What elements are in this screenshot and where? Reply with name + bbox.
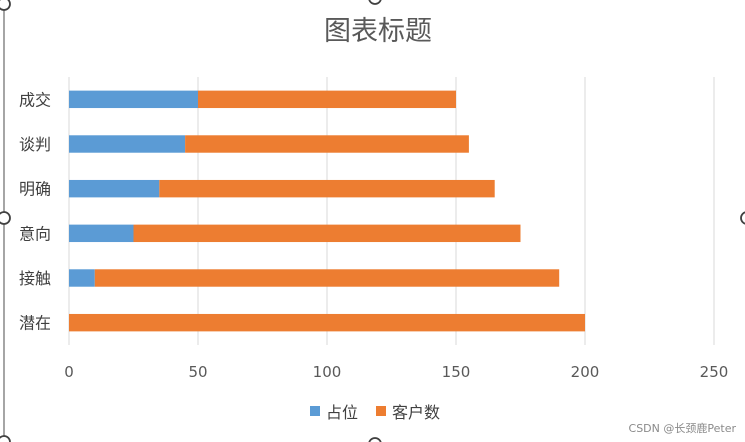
gridlines [68, 77, 715, 345]
x-tick-label: 50 [188, 363, 207, 381]
category-label: 意向 [19, 224, 51, 243]
resize-handle-top[interactable] [368, 0, 382, 5]
bar-series-1 [69, 269, 95, 287]
x-tick-label: 0 [64, 363, 74, 381]
category-label: 成交 [19, 90, 51, 109]
legend-swatch-series-1 [310, 406, 320, 416]
bar-series-1 [69, 90, 198, 109]
resize-handle-bottom-left[interactable] [0, 435, 11, 442]
x-tick-label: 200 [571, 363, 600, 381]
resize-handle-right[interactable] [740, 211, 745, 225]
bar-series-1 [69, 135, 186, 153]
legend-label-series-1: 占位 [326, 403, 358, 422]
x-tick-label: 150 [442, 363, 471, 381]
legend-swatch-series-2 [376, 406, 386, 416]
chart-title: 图表标题 [324, 16, 432, 47]
bar-series-2 [185, 135, 469, 153]
category-label: 潜在 [19, 314, 51, 333]
bar-series-2 [159, 179, 495, 198]
bar-series-1 [69, 179, 160, 198]
bar-series-2 [94, 269, 560, 287]
category-label: 明确 [19, 180, 51, 199]
bar-series-2 [198, 90, 456, 109]
bars [69, 90, 585, 332]
legend-label-series-2: 客户数 [392, 403, 440, 422]
resize-handle-bottom[interactable] [368, 437, 382, 442]
x-tick-label: 100 [313, 363, 342, 381]
watermark-text: CSDN @长颈鹿Peter [629, 421, 737, 435]
resize-handle-left[interactable] [0, 211, 11, 225]
category-label: 谈判 [19, 135, 51, 154]
bar-series-2 [69, 313, 585, 332]
x-tick-label: 250 [700, 363, 729, 381]
category-label: 接触 [19, 269, 51, 288]
resize-handle-top-left[interactable] [0, 0, 11, 11]
legend: 占位 客户数 [310, 403, 440, 422]
value-axis-tick-labels: 0 50 100 150 200 250 [64, 363, 728, 381]
bar-series-1 [69, 224, 134, 243]
bar-series-2 [133, 224, 521, 243]
